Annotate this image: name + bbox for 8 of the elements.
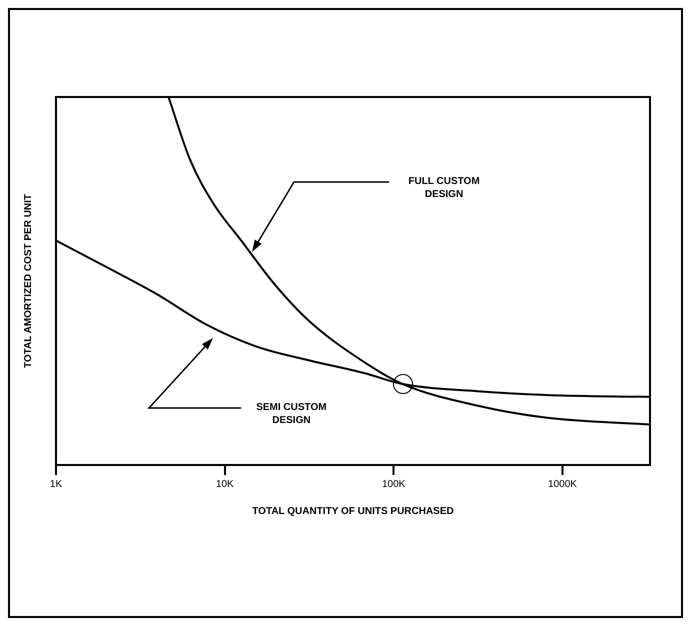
annotation: SEMI CUSTOM DESIGN	[255, 401, 328, 428]
y-axis-title: TOTAL AMORTIZED COST PER UNIT	[22, 194, 34, 368]
x-tick-label: 100K	[382, 478, 406, 490]
x-tick-label: 1000K	[548, 478, 578, 490]
x-axis-title: TOTAL QUANTITY OF UNITS PURCHASED	[252, 506, 454, 517]
x-tick-label: 1K	[50, 478, 62, 490]
annotation: FULL CUSTOM DESIGN	[407, 174, 481, 201]
x-tick-label: 10K	[216, 478, 234, 490]
